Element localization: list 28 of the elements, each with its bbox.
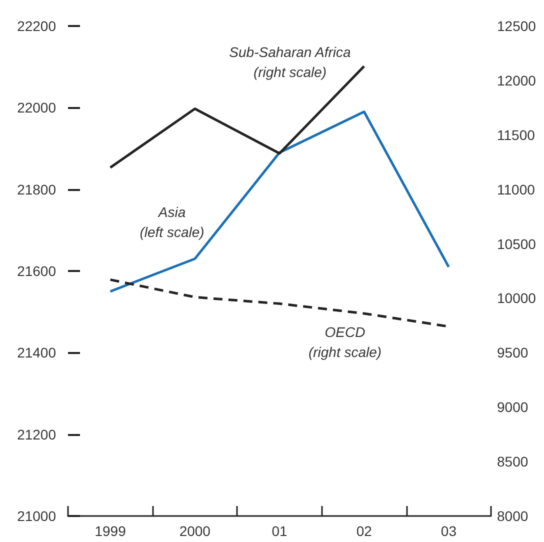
x-tick-label: 02 bbox=[356, 523, 372, 539]
x-tick-label: 1999 bbox=[94, 523, 126, 539]
y2-tick-label: 8000 bbox=[497, 508, 528, 524]
y-tick-label: 21600 bbox=[17, 263, 56, 279]
annotation: (left scale) bbox=[140, 224, 204, 240]
y2-tick-label: 11000 bbox=[497, 181, 536, 198]
x-tick-label: 01 bbox=[272, 523, 288, 539]
text: Asia bbox=[157, 204, 186, 220]
y2-tick-label: 9500 bbox=[497, 344, 528, 361]
y2-tick-label: 12500 bbox=[497, 18, 536, 34]
y-tick-label: 21800 bbox=[17, 181, 56, 198]
y2-tick-label: 8500 bbox=[497, 454, 528, 470]
annotation: (right scale) bbox=[308, 344, 382, 360]
x-tick-label: 03 bbox=[440, 523, 457, 539]
x-tick-label: 2000 bbox=[179, 523, 211, 539]
y2-tick-label: 10500 bbox=[497, 236, 536, 252]
y2-tick-label: 9000 bbox=[497, 399, 528, 416]
y-tick-label: 21400 bbox=[17, 344, 56, 361]
y-tick-label: 21000 bbox=[17, 508, 56, 524]
y-tick-label: 22200 bbox=[17, 18, 56, 34]
y2-tick-label: 10000 bbox=[497, 290, 536, 306]
y-tick-label: 22000 bbox=[17, 100, 56, 116]
y-tick-label: 21200 bbox=[17, 426, 56, 442]
y2-tick-label: 11500 bbox=[497, 126, 536, 143]
series-label: OECD bbox=[324, 324, 366, 340]
annotation: (right scale) bbox=[253, 64, 327, 80]
series-label: Sub-Saharan Africa bbox=[229, 44, 352, 60]
y2-tick-label: 12000 bbox=[497, 72, 536, 88]
